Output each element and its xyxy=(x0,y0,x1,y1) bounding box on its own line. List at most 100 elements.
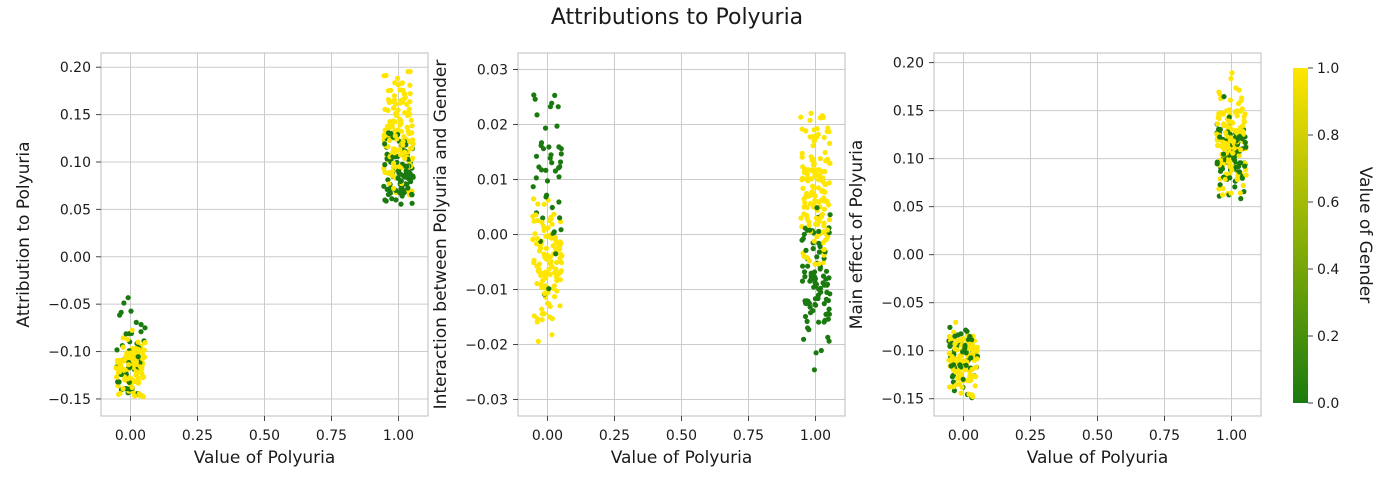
data-point xyxy=(538,142,544,149)
data-point xyxy=(407,68,413,75)
data-point xyxy=(386,137,393,143)
data-point xyxy=(549,332,555,338)
data-point xyxy=(535,201,541,207)
data-point xyxy=(142,340,148,346)
data-point xyxy=(407,91,413,97)
data-point xyxy=(404,101,410,107)
figure-title: Attributions to Polyuria xyxy=(551,5,803,30)
data-point xyxy=(393,197,399,203)
data-point xyxy=(1232,128,1238,134)
data-point xyxy=(801,169,808,176)
data-point xyxy=(398,201,404,207)
data-point xyxy=(1231,145,1237,151)
data-point xyxy=(812,301,818,308)
data-point xyxy=(409,123,415,129)
data-point xyxy=(549,160,555,166)
data-point xyxy=(141,347,147,353)
data-point xyxy=(401,190,407,196)
x-tick-label: 0.50 xyxy=(1082,428,1113,444)
data-point xyxy=(817,115,823,121)
y-tick-label: 0.10 xyxy=(893,152,924,168)
data-point xyxy=(553,251,559,257)
data-point xyxy=(392,128,398,134)
data-point xyxy=(546,266,552,272)
data-point xyxy=(803,247,809,253)
y-tick-label: −0.15 xyxy=(48,392,91,408)
data-point xyxy=(545,233,551,239)
data-point xyxy=(824,128,830,134)
data-point xyxy=(802,225,809,231)
data-point xyxy=(536,261,543,267)
data-point xyxy=(1227,175,1233,181)
data-point xyxy=(546,144,552,150)
data-point xyxy=(558,151,564,157)
y-axis-label: Main effect of Polyuria xyxy=(847,140,867,330)
data-point xyxy=(391,97,397,103)
data-point xyxy=(554,288,560,294)
data-point xyxy=(1221,94,1227,100)
data-point xyxy=(955,368,961,374)
data-point xyxy=(946,384,953,390)
data-point xyxy=(533,241,540,247)
data-point xyxy=(802,200,808,206)
data-point xyxy=(124,386,130,392)
data-point xyxy=(536,164,542,170)
data-point xyxy=(958,337,964,343)
data-point xyxy=(545,301,552,307)
data-point xyxy=(813,221,819,227)
data-point xyxy=(968,355,974,361)
plot-panel-interaction: 0.00 0.25 0.50 0.75 1.00 −0.03 −0.02 −0.01 0.00 0… xyxy=(431,52,846,468)
data-point xyxy=(558,227,564,233)
data-point xyxy=(960,376,966,382)
data-point xyxy=(533,175,539,181)
data-point xyxy=(535,338,541,344)
data-point xyxy=(1226,114,1232,120)
data-point xyxy=(963,362,969,368)
y-tick-label: 0.02 xyxy=(477,118,508,134)
data-point xyxy=(1239,123,1246,129)
data-point xyxy=(1235,101,1242,107)
data-point xyxy=(799,154,805,160)
data-point xyxy=(966,391,972,397)
data-point xyxy=(807,117,813,123)
data-point xyxy=(815,295,821,302)
data-point xyxy=(826,311,833,317)
data-point xyxy=(1225,118,1231,124)
data-point xyxy=(533,212,539,218)
x-tick-label: 0.25 xyxy=(182,428,213,444)
data-point xyxy=(965,337,972,343)
data-point xyxy=(139,375,146,381)
data-point xyxy=(116,357,122,364)
data-point xyxy=(386,181,392,187)
data-point xyxy=(123,331,129,337)
x-tick-label: 0.00 xyxy=(948,428,979,444)
data-point xyxy=(116,391,122,397)
data-point xyxy=(401,134,407,140)
y-tick-label: 0.00 xyxy=(60,250,91,266)
data-point xyxy=(826,217,833,223)
y-tick-label: 0.15 xyxy=(893,104,924,120)
data-point xyxy=(813,350,819,356)
x-tick-label: 0.00 xyxy=(532,428,563,444)
data-point xyxy=(811,133,817,139)
data-point xyxy=(946,357,952,363)
data-point xyxy=(132,393,138,399)
data-point xyxy=(552,92,558,98)
data-point xyxy=(814,205,820,211)
data-point xyxy=(135,339,141,345)
data-point xyxy=(807,304,813,310)
data-point xyxy=(1223,130,1229,136)
data-point xyxy=(801,336,807,342)
data-point xyxy=(140,394,146,400)
data-point xyxy=(549,316,555,322)
data-point xyxy=(532,96,538,102)
data-point xyxy=(405,110,411,116)
colorbar-tick-label: 0.2 xyxy=(1317,329,1339,345)
data-point xyxy=(541,223,547,229)
data-point xyxy=(557,243,563,249)
data-point xyxy=(556,199,562,205)
data-point xyxy=(1217,134,1223,140)
data-point xyxy=(818,214,824,220)
x-axis-label: Value of Polyuria xyxy=(611,448,753,468)
data-point xyxy=(391,185,397,191)
